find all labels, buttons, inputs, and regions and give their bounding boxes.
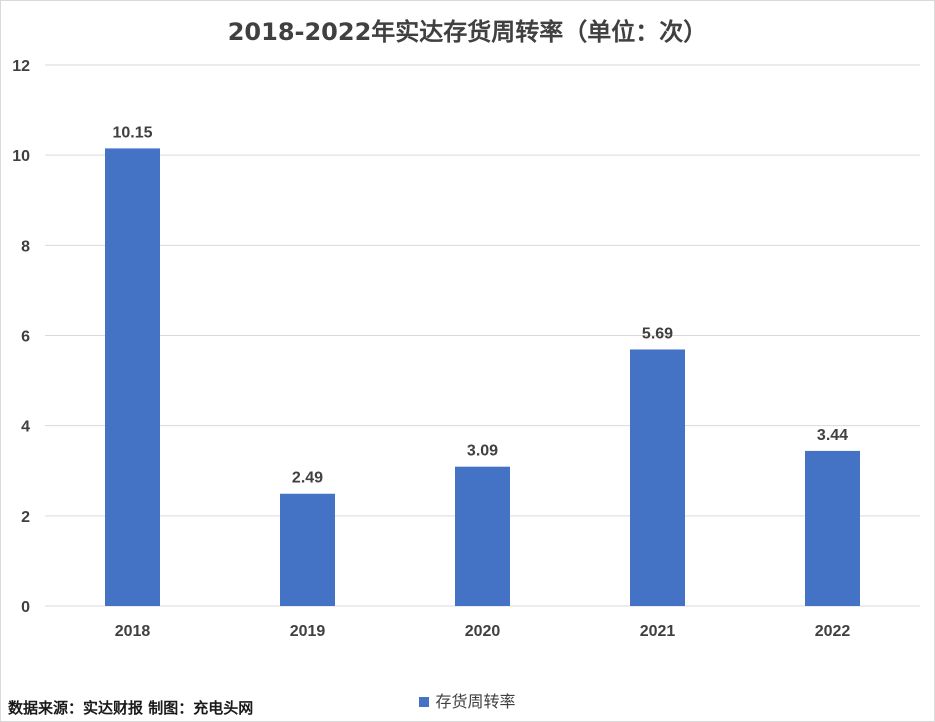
x-axis-ticks: 2018 2019 2020 2021 2022 [115, 623, 851, 640]
y-tick-label: 10 [12, 148, 30, 165]
data-labels: 10.15 2.49 3.09 5.69 3.44 [112, 124, 848, 486]
bar [105, 148, 160, 606]
bars [105, 148, 860, 606]
bar [280, 493, 335, 606]
x-tick-label: 2022 [815, 623, 851, 640]
x-tick-label: 2019 [290, 623, 326, 640]
x-tick-label: 2020 [465, 623, 501, 640]
legend-label: 存货周转率 [435, 692, 516, 711]
x-tick-label: 2018 [115, 623, 151, 640]
y-tick-label: 0 [21, 599, 30, 616]
y-axis-ticks: 0 2 4 6 8 10 12 [12, 58, 30, 616]
y-tick-label: 2 [21, 509, 30, 526]
bar [455, 466, 510, 606]
source-note: 数据来源：实达财报 制图：充电头网 [8, 699, 254, 717]
y-tick-label: 6 [21, 329, 30, 346]
y-tick-label: 12 [12, 58, 30, 75]
bar [630, 349, 685, 606]
chart-title: 2018-2022年实达存货周转率（单位：次） [227, 18, 708, 46]
data-label: 3.44 [817, 427, 848, 444]
legend: 存货周转率 [0, 688, 935, 712]
data-label: 10.15 [112, 124, 152, 141]
data-label: 5.69 [642, 325, 673, 342]
y-tick-label: 4 [21, 419, 30, 436]
data-label: 3.09 [467, 443, 498, 460]
legend-swatch [419, 696, 430, 707]
bar [805, 450, 860, 606]
data-label: 2.49 [292, 470, 323, 487]
y-tick-label: 8 [21, 238, 30, 255]
gridlines [45, 64, 920, 607]
x-tick-label: 2021 [640, 623, 676, 640]
